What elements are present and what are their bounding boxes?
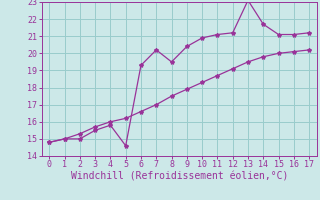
X-axis label: Windchill (Refroidissement éolien,°C): Windchill (Refroidissement éolien,°C) bbox=[70, 172, 288, 182]
